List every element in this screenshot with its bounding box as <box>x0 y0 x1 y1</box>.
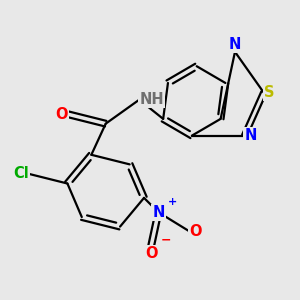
Text: +: + <box>168 197 177 207</box>
Text: O: O <box>145 246 158 261</box>
Text: Cl: Cl <box>14 167 29 182</box>
Text: N: N <box>244 128 257 143</box>
Text: O: O <box>55 106 68 122</box>
Text: O: O <box>190 224 202 239</box>
Text: −: − <box>161 233 171 246</box>
Text: S: S <box>264 85 274 100</box>
Text: N: N <box>229 37 241 52</box>
Text: NH: NH <box>139 92 164 107</box>
Text: N: N <box>152 205 165 220</box>
